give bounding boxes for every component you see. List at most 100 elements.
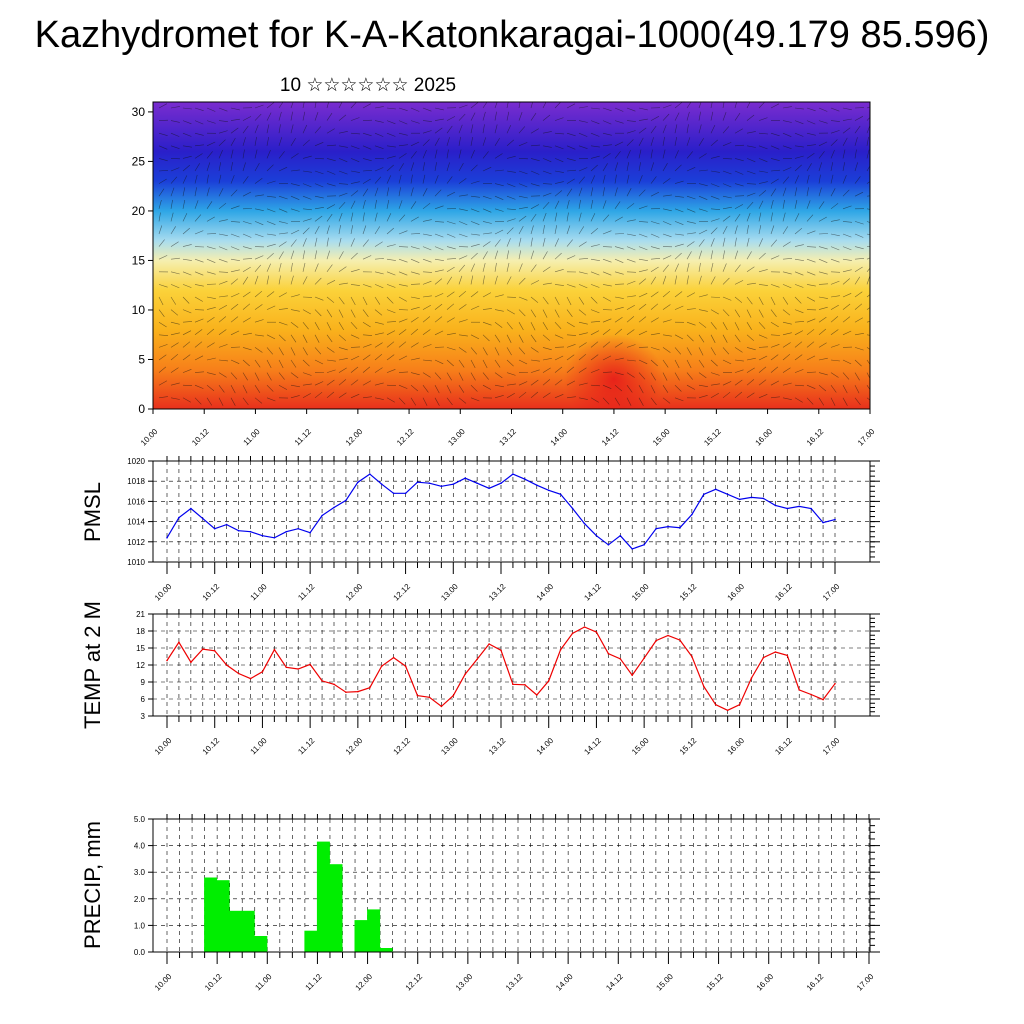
wind-barb xyxy=(866,347,870,350)
data-point xyxy=(667,634,669,637)
wind-barb xyxy=(830,280,840,285)
wind-barb xyxy=(638,385,644,394)
wind-barb xyxy=(398,341,407,348)
wind-barb xyxy=(758,225,762,235)
wind-barb xyxy=(866,294,870,298)
wind-barb xyxy=(578,120,588,123)
wind-barb xyxy=(830,219,840,222)
wind-barb xyxy=(470,208,480,213)
wind-barb xyxy=(494,111,497,121)
wind-barb xyxy=(350,117,360,121)
wind-barb xyxy=(458,124,463,134)
wind-barb xyxy=(854,137,858,146)
wind-barb xyxy=(662,275,667,285)
wind-barb xyxy=(254,255,264,260)
wind-barb xyxy=(398,355,408,361)
wind-barb xyxy=(338,183,349,185)
wind-barb xyxy=(362,344,372,348)
wind-barb xyxy=(710,195,720,200)
wind-barb xyxy=(578,199,581,209)
wind-barb xyxy=(254,136,257,146)
wind-barb xyxy=(818,141,828,147)
wind-barb xyxy=(446,317,455,323)
wind-barb xyxy=(470,359,476,369)
wind-barb xyxy=(482,221,492,224)
wind-barb xyxy=(662,178,671,184)
wind-barb xyxy=(854,303,863,310)
y-tick-label: 4.0 xyxy=(134,842,146,851)
wind-barb xyxy=(218,271,229,273)
wind-barb xyxy=(638,149,642,159)
wind-barb xyxy=(362,366,371,373)
wind-barb xyxy=(314,237,318,247)
wind-barb xyxy=(518,250,521,260)
wind-barb xyxy=(818,107,828,112)
wind-barb xyxy=(194,153,203,159)
wind-barb xyxy=(434,107,444,111)
wind-barb xyxy=(818,283,829,285)
wind-barb xyxy=(302,334,308,343)
wind-barb xyxy=(398,384,408,389)
wind-barb xyxy=(158,200,162,209)
wind-barb xyxy=(794,244,804,247)
wind-barb xyxy=(254,319,264,323)
wind-barb xyxy=(326,183,336,187)
data-point xyxy=(178,516,180,519)
wind-barb xyxy=(734,237,737,247)
wind-barb xyxy=(770,178,779,184)
wind-barb xyxy=(494,347,500,356)
wind-barb xyxy=(782,353,791,361)
wind-barb xyxy=(710,359,718,367)
wind-barb xyxy=(758,190,767,197)
wind-barb xyxy=(674,384,682,392)
wind-barb xyxy=(398,187,401,197)
wind-barb xyxy=(662,347,671,353)
data-point xyxy=(309,663,311,666)
data-bar xyxy=(354,920,368,952)
wind-barb xyxy=(278,137,283,146)
wind-barb xyxy=(806,271,816,276)
wind-barb xyxy=(350,379,359,386)
wind-barb xyxy=(722,359,732,365)
wind-barb xyxy=(374,226,381,235)
wind-barb xyxy=(794,213,800,222)
wind-barb xyxy=(494,334,501,343)
wind-barb xyxy=(182,132,192,137)
wind-barb xyxy=(266,252,274,260)
wind-barb xyxy=(866,372,870,380)
wind-barb xyxy=(290,111,293,121)
wind-barb xyxy=(182,187,186,197)
wind-barb xyxy=(434,330,444,336)
data-point xyxy=(500,482,502,485)
wind-barb xyxy=(638,330,648,336)
wind-barb xyxy=(194,174,198,184)
wind-barb xyxy=(722,391,731,399)
wind-barb xyxy=(674,243,684,247)
wind-barb xyxy=(518,102,521,109)
wind-barb xyxy=(782,258,793,260)
wind-barb xyxy=(314,142,324,147)
wind-barb xyxy=(266,275,270,285)
wind-barb xyxy=(170,120,180,123)
wind-barb xyxy=(602,397,610,405)
wind-barb xyxy=(602,329,611,336)
wind-barb xyxy=(698,102,702,109)
wind-barb xyxy=(530,334,537,343)
wind-barb xyxy=(722,206,732,210)
wind-barb xyxy=(638,107,648,111)
wind-barb xyxy=(530,170,540,175)
data-point xyxy=(261,534,264,537)
wind-barb xyxy=(482,241,491,247)
wind-barb xyxy=(674,112,680,121)
wind-barb xyxy=(830,188,836,197)
wind-barb xyxy=(338,392,347,399)
wind-barb xyxy=(734,250,738,260)
wind-barb xyxy=(734,359,744,362)
wind-barb xyxy=(854,149,857,159)
panel-3 xyxy=(148,814,880,964)
wind-barb xyxy=(662,104,672,109)
wind-barb xyxy=(650,266,659,273)
wind-barb xyxy=(338,212,343,222)
wind-barb xyxy=(422,280,432,285)
wind-barb xyxy=(278,251,284,260)
